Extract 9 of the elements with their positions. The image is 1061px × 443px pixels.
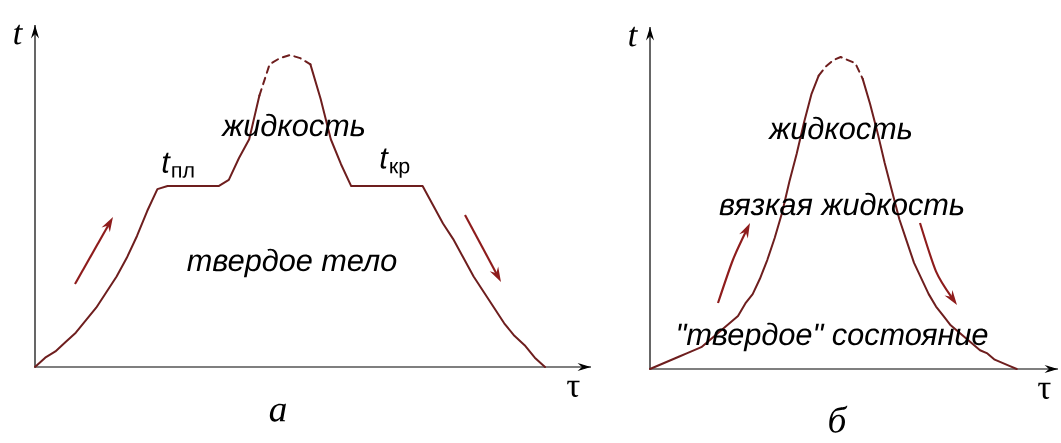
- text: а: [269, 403, 286, 422]
- annotation: твердое тело: [187, 248, 397, 278]
- x-axis-title: τ: [567, 380, 580, 397]
- x-axis-title: τ: [1038, 382, 1051, 399]
- annotation: t$_{кр}$: [380, 148, 410, 178]
- text: б: [829, 405, 848, 433]
- y-axis-title: t: [14, 24, 23, 45]
- annotation: t$_{пл}$: [162, 152, 194, 178]
- y-axis-title: t: [629, 26, 638, 47]
